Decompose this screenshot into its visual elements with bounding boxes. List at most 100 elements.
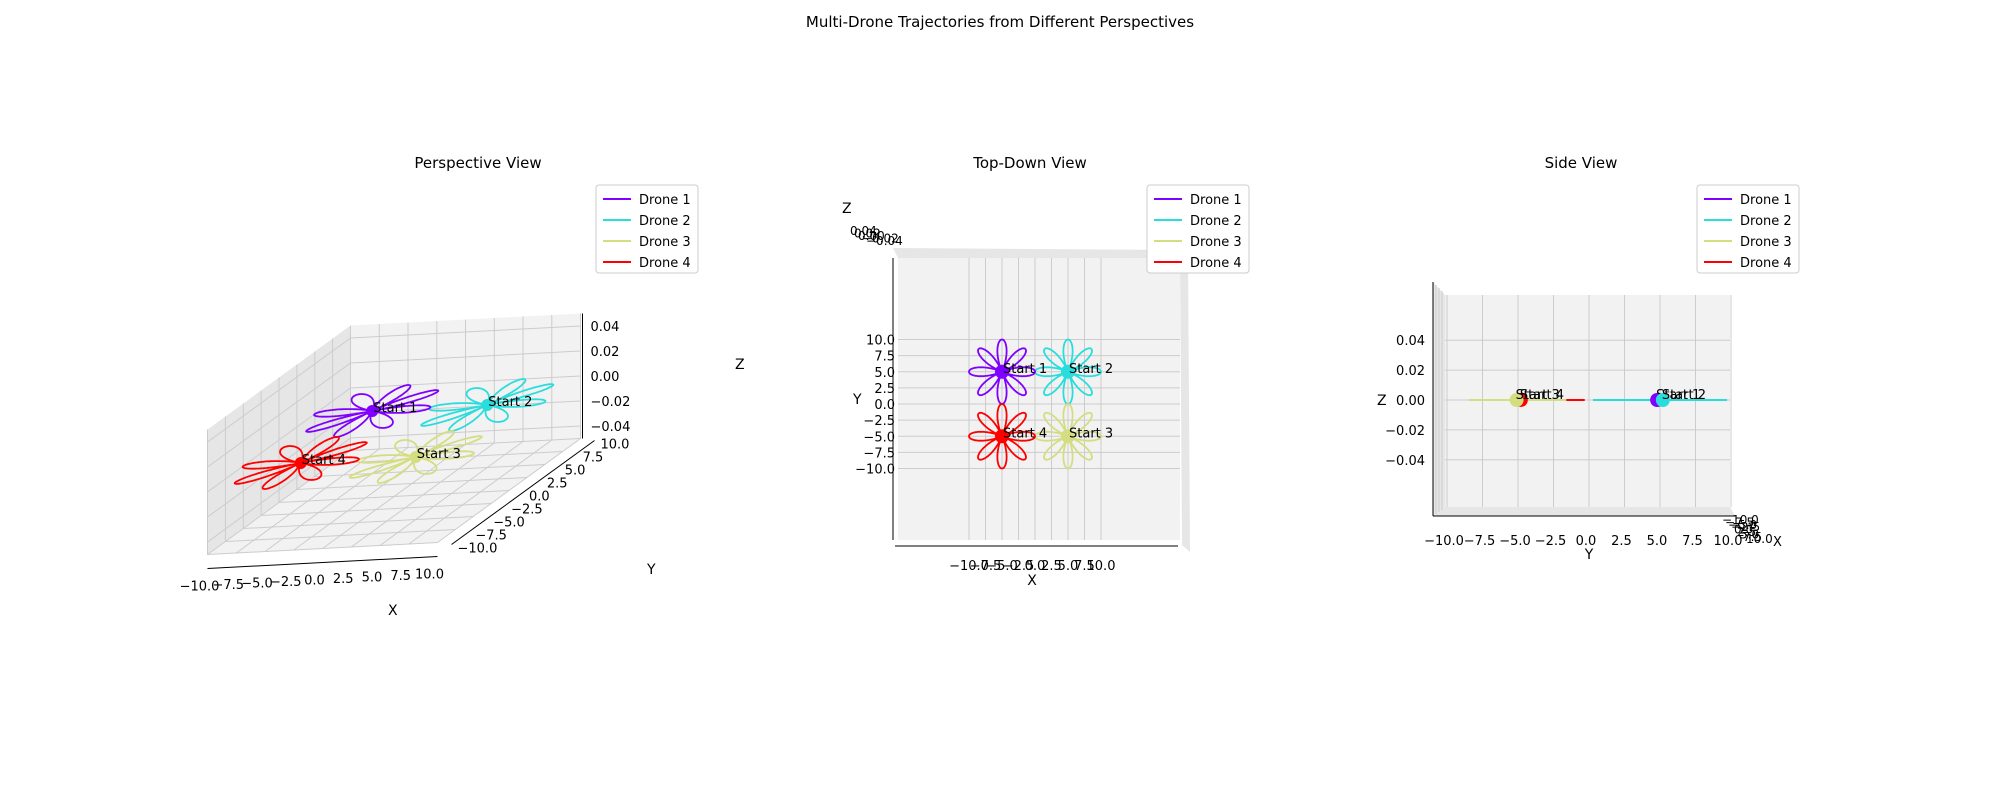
perspective-view-legend: Drone 1 Drone 2 Drone 3 Drone 4 bbox=[595, 184, 699, 274]
drone-4-start-label: Start 4 bbox=[1520, 388, 1564, 403]
y-tick-label: 10.0 bbox=[601, 438, 630, 453]
perspective-view-series: Start 2 Start 1 Start 3 Start 4 bbox=[233, 378, 555, 490]
grid-line-z bbox=[207, 375, 581, 493]
drone-1-start-marker bbox=[995, 364, 1009, 379]
y-tick-label: −10.0 bbox=[855, 463, 895, 478]
y-tick-label: 2.5 bbox=[874, 382, 895, 397]
y-tick-label: −2.5 bbox=[1535, 534, 1567, 549]
x-axis-line bbox=[207, 556, 438, 569]
perspective-view-grid bbox=[207, 313, 581, 556]
x-tick-label: −7.5 bbox=[212, 578, 244, 593]
x-tick-label: 7.5 bbox=[1743, 530, 1762, 544]
side-view-ticks: −10.0 −7.5 −5.0 −2.5 0.0 2.5 5.0 7.5 10.00.040.0… bbox=[1385, 282, 1773, 549]
y-tick-label: 7.5 bbox=[1682, 534, 1703, 549]
y-tick-label: −2.5 bbox=[511, 503, 543, 518]
perspective-view-ylabel: Y bbox=[646, 562, 656, 578]
legend-label: Drone 2 bbox=[1190, 214, 1242, 229]
drone-3-start-marker bbox=[1061, 429, 1075, 444]
top-down-view-legend: Drone 1 Drone 2 Drone 3 Drone 4 bbox=[1146, 184, 1250, 274]
perspective-view-ticks: −10.0−10.0−7.5−7.5−5.0−5.0−2.5−2.50.00.0… bbox=[180, 313, 631, 595]
grid-line-y bbox=[207, 429, 438, 556]
drone-2-start-marker bbox=[1655, 393, 1670, 407]
top-down-view-ticks: −10.0−10.0−7.5−7.5−5.0−5.0−2.5−2.50.00.0… bbox=[850, 224, 1178, 574]
drone-2-start-label: Start 2 bbox=[488, 395, 532, 410]
y-tick-label: −10.0 bbox=[458, 542, 498, 557]
x-tick-label: 7.5 bbox=[1074, 559, 1095, 574]
grid-line-y bbox=[224, 416, 456, 543]
drone-4-trajectory bbox=[968, 403, 1036, 470]
top-down-view-xlabel: X bbox=[1027, 573, 1037, 589]
z-tick-label: −0.02 bbox=[591, 395, 631, 410]
x-tick-label: −7.5 bbox=[1725, 515, 1754, 529]
back-pane bbox=[893, 248, 1184, 258]
top-down-view-title: Top-Down View bbox=[972, 154, 1087, 172]
drone-3-start-label: Start 3 bbox=[1516, 388, 1560, 403]
legend-frame bbox=[1146, 184, 1250, 274]
y-axis-line bbox=[451, 440, 595, 545]
z-tick-label: −0.02 bbox=[862, 232, 899, 246]
y-tick-label: −5.0 bbox=[1499, 534, 1531, 549]
y-tick-label: 2.5 bbox=[547, 477, 568, 492]
y-tick-label: −7.5 bbox=[863, 446, 895, 461]
y-tick-label: 7.5 bbox=[874, 350, 895, 365]
figure-title: Multi-Drone Trajectories from Different … bbox=[806, 13, 1194, 31]
legend-label: Drone 3 bbox=[639, 235, 691, 250]
drone-4-start-marker bbox=[294, 457, 307, 469]
side-view-legend: Drone 1 Drone 2 Drone 3 Drone 4 bbox=[1696, 184, 1800, 274]
x-tick-label: 0.0 bbox=[1734, 523, 1753, 537]
x-tick-label: −2.5 bbox=[1731, 520, 1760, 534]
x-tick-label: 2.5 bbox=[333, 572, 354, 587]
legend-label: Drone 4 bbox=[1740, 256, 1792, 271]
drone-2-start-marker bbox=[1061, 364, 1075, 379]
drone-3-start-label: Start 3 bbox=[1069, 426, 1113, 441]
grid-line-y bbox=[296, 364, 527, 491]
y-tick-label: −7.5 bbox=[475, 529, 507, 544]
legend-label: Drone 3 bbox=[1740, 235, 1792, 250]
top-down-view-panel: Top-Down View −10.0−10.0−7.5−7.5−5.0−5.0… bbox=[842, 154, 1250, 589]
z-tick-label: −0.04 bbox=[866, 234, 903, 248]
drone-3-start-marker bbox=[409, 451, 422, 463]
grid-line-y bbox=[314, 351, 545, 478]
x-tick-label: −5.0 bbox=[986, 559, 1018, 574]
y-tick-label: −10.0 bbox=[1424, 534, 1464, 549]
y-tick-label: −2.5 bbox=[863, 414, 895, 429]
top-down-view-ylabel: Y bbox=[852, 392, 862, 408]
legend-label: Drone 2 bbox=[639, 214, 691, 229]
side-view-title: Side View bbox=[1545, 154, 1618, 172]
x-tick-label: −5.0 bbox=[1728, 518, 1757, 532]
x-tick-label: −10.0 bbox=[1722, 513, 1759, 527]
y-tick-label: −7.5 bbox=[1464, 534, 1496, 549]
x-tick-label: −5.0 bbox=[241, 577, 273, 592]
legend-label: Drone 4 bbox=[1190, 256, 1242, 271]
legend-label: Drone 1 bbox=[1740, 193, 1792, 208]
z-tick-label: −0.04 bbox=[1385, 454, 1425, 469]
x-tick-label: 2.5 bbox=[1737, 525, 1756, 539]
y-tick-label: 2.5 bbox=[1611, 534, 1632, 549]
y-tick-label: 0.0 bbox=[1576, 534, 1597, 549]
top-down-view-panes bbox=[893, 248, 1190, 552]
z-tick-label: 0.04 bbox=[1396, 334, 1425, 349]
top-down-view-grid bbox=[898, 258, 1180, 540]
drone-2-start-label: Start 2 bbox=[1069, 362, 1113, 377]
legend-label: Drone 4 bbox=[639, 256, 691, 271]
z-tick-label: 0.02 bbox=[591, 345, 620, 360]
grid-line-y bbox=[278, 377, 510, 504]
z-tick-label: −0.02 bbox=[1385, 424, 1425, 439]
grid-line-z bbox=[207, 425, 581, 543]
grid-line-y bbox=[332, 338, 563, 465]
z-tick-label: −0.04 bbox=[591, 420, 631, 435]
x-tick-label: 0.0 bbox=[1025, 559, 1046, 574]
grid-line-z bbox=[207, 350, 581, 468]
y-tick-label: −5.0 bbox=[493, 516, 525, 531]
y-tick-label: 5.0 bbox=[565, 464, 586, 479]
drone-1-trajectory bbox=[968, 338, 1036, 405]
drone-4-start-label: Start 4 bbox=[302, 453, 346, 468]
y-tick-label: 0.0 bbox=[529, 490, 550, 505]
grid-line-z bbox=[207, 400, 581, 518]
side-view-ylabel: Y bbox=[1584, 547, 1594, 563]
grid-line-z bbox=[207, 325, 581, 443]
legend-label: Drone 1 bbox=[639, 193, 691, 208]
